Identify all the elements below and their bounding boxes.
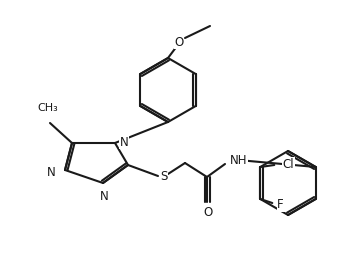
Text: O: O <box>174 36 184 49</box>
Text: N: N <box>100 190 108 203</box>
Text: O: O <box>203 205 213 218</box>
Text: F: F <box>277 198 284 212</box>
Text: N: N <box>120 135 129 149</box>
Text: N: N <box>47 166 56 179</box>
Text: NH: NH <box>230 153 248 167</box>
Text: Cl: Cl <box>282 157 294 170</box>
Text: S: S <box>160 170 168 183</box>
Text: CH₃: CH₃ <box>38 103 58 113</box>
